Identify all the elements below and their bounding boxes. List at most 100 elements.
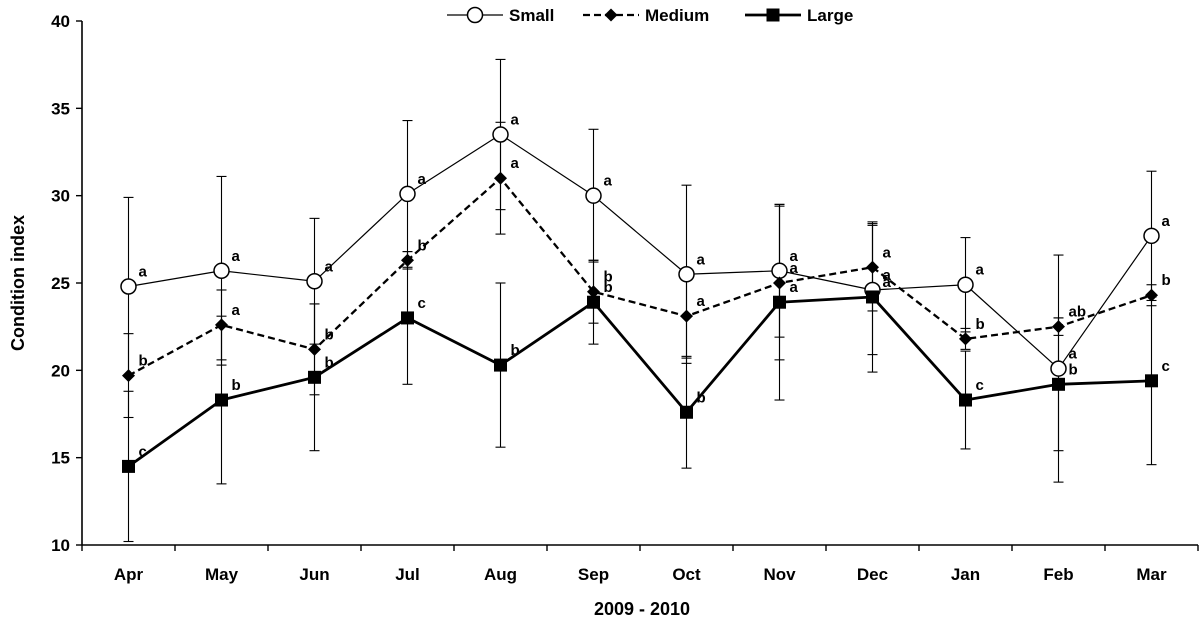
y-tick-label: 10 bbox=[51, 536, 70, 555]
significance-label: b bbox=[976, 316, 985, 333]
significance-label: a bbox=[790, 260, 799, 277]
y-tick-label: 15 bbox=[51, 449, 70, 468]
significance-label: b bbox=[604, 269, 613, 286]
y-tick-label: 20 bbox=[51, 361, 70, 380]
significance-label: c bbox=[1162, 358, 1170, 375]
data-point-medium bbox=[494, 171, 507, 185]
data-point-small bbox=[1050, 360, 1067, 377]
data-point-small bbox=[492, 126, 509, 143]
x-tick-label: May bbox=[205, 565, 239, 584]
x-tick-label: Oct bbox=[672, 565, 701, 584]
significance-label: b bbox=[697, 389, 706, 406]
x-tick-label: Aug bbox=[484, 565, 517, 584]
significance-label: a bbox=[790, 248, 799, 265]
significance-label: a bbox=[883, 244, 892, 261]
data-point-large bbox=[680, 405, 693, 419]
legend-item-medium: Medium bbox=[583, 6, 709, 25]
significance-label: a bbox=[883, 274, 892, 291]
significance-label: a bbox=[1162, 213, 1171, 230]
x-tick-label: Feb bbox=[1043, 565, 1073, 584]
data-point-small bbox=[213, 262, 230, 280]
x-tick-label: Mar bbox=[1136, 565, 1167, 584]
y-tick-label: 40 bbox=[51, 12, 70, 31]
significance-label: a bbox=[1069, 346, 1078, 363]
y-tick-label: 25 bbox=[51, 274, 70, 293]
y-axis-title: Condition index bbox=[8, 215, 28, 351]
x-tick-label: Nov bbox=[763, 565, 796, 584]
data-point-medium bbox=[308, 342, 321, 356]
series-line-small bbox=[128, 133, 1152, 370]
data-point-large bbox=[308, 370, 321, 384]
data-point-medium bbox=[773, 276, 786, 290]
axes bbox=[81, 21, 1198, 546]
x-tick-label: Jun bbox=[299, 565, 329, 584]
data-point-large bbox=[959, 393, 972, 407]
significance-label: a bbox=[976, 262, 985, 279]
data-point-small bbox=[957, 276, 974, 293]
significance-label: b bbox=[325, 354, 334, 371]
legend-marker bbox=[466, 6, 484, 24]
legend-label: Large bbox=[807, 6, 853, 25]
significance-label: c bbox=[976, 377, 984, 394]
data-point-medium bbox=[401, 253, 414, 267]
data-point-small bbox=[306, 273, 323, 290]
significance-label: b bbox=[511, 342, 520, 359]
significance-label: b bbox=[418, 237, 427, 254]
error-bars-medium bbox=[123, 121, 1157, 419]
error-bars-large bbox=[123, 203, 1157, 543]
significance-label: b bbox=[232, 377, 241, 394]
significance-label: a bbox=[232, 248, 241, 265]
x-ticks: Apr May Jun Jul Aug Sep Oct Nov Dec Jan Feb Mar bbox=[81, 545, 1199, 584]
data-point-medium bbox=[866, 260, 879, 274]
data-point-small bbox=[678, 266, 695, 283]
significance-label: c bbox=[418, 295, 426, 312]
significance-label: a bbox=[511, 155, 520, 172]
significance-label: a bbox=[697, 251, 706, 268]
data-point-large bbox=[401, 311, 414, 325]
y-tick-label: 30 bbox=[51, 187, 70, 206]
significance-label: a bbox=[883, 267, 892, 284]
data-point-medium bbox=[122, 369, 135, 383]
data-point-small bbox=[585, 187, 602, 204]
legend: Small Medium Large bbox=[447, 6, 853, 25]
data-point-medium bbox=[959, 332, 972, 346]
data-point-medium bbox=[215, 318, 228, 332]
data-point-large bbox=[1145, 374, 1158, 388]
legend-label: Medium bbox=[645, 6, 709, 25]
x-axis-title: 2009 - 2010 bbox=[594, 599, 690, 619]
significance-label: a bbox=[604, 173, 613, 190]
series-line-large bbox=[127, 295, 1152, 468]
legend-item-large: Large bbox=[745, 6, 853, 25]
series-line-medium bbox=[127, 177, 1152, 377]
x-tick-label: Apr bbox=[114, 565, 144, 584]
significance-label: c bbox=[139, 443, 147, 460]
significance-label: a bbox=[697, 293, 706, 310]
significance-label: b bbox=[139, 353, 148, 370]
significance-label: ab bbox=[1069, 304, 1087, 321]
x-tick-label: Jan bbox=[951, 565, 980, 584]
markers-small bbox=[120, 126, 1160, 377]
markers-medium bbox=[122, 171, 1158, 383]
data-point-small bbox=[771, 262, 788, 280]
y-ticks: 10 15 20 25 30 35 40 bbox=[51, 12, 82, 555]
data-point-small bbox=[1143, 227, 1160, 245]
x-tick-label: Dec bbox=[857, 565, 888, 584]
significance-label: a bbox=[325, 258, 334, 275]
data-point-small bbox=[399, 185, 416, 203]
data-point-large bbox=[122, 459, 135, 473]
legend-label: Small bbox=[509, 6, 554, 25]
significance-label: a bbox=[790, 279, 799, 296]
significance-label: b bbox=[604, 279, 613, 296]
markers-large bbox=[122, 290, 1158, 473]
data-point-large bbox=[773, 295, 786, 309]
significance-label: a bbox=[139, 263, 148, 280]
x-tick-label: Sep bbox=[578, 565, 609, 584]
data-point-large bbox=[215, 393, 228, 407]
data-point-medium bbox=[680, 309, 693, 323]
significance-label: b bbox=[1069, 361, 1078, 378]
data-point-large bbox=[587, 295, 600, 309]
